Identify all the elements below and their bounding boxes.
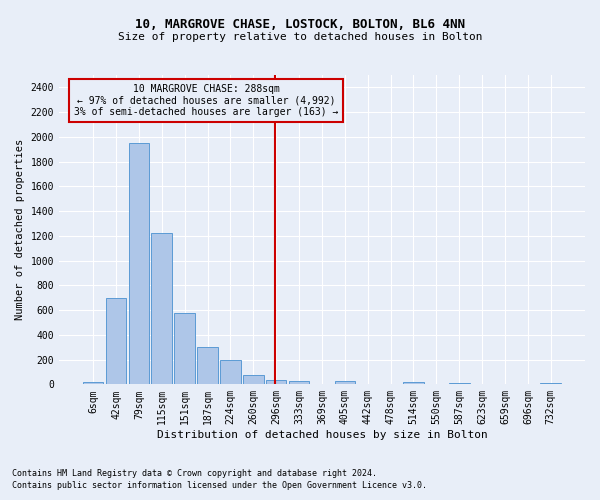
- Bar: [243, 375, 263, 384]
- Text: 10, MARGROVE CHASE, LOSTOCK, BOLTON, BL6 4NN: 10, MARGROVE CHASE, LOSTOCK, BOLTON, BL6…: [135, 18, 465, 30]
- Bar: [403, 382, 424, 384]
- Bar: [151, 233, 172, 384]
- Bar: [266, 380, 286, 384]
- Text: 10 MARGROVE CHASE: 288sqm
← 97% of detached houses are smaller (4,992)
3% of sem: 10 MARGROVE CHASE: 288sqm ← 97% of detac…: [74, 84, 338, 117]
- Bar: [83, 382, 103, 384]
- Text: Size of property relative to detached houses in Bolton: Size of property relative to detached ho…: [118, 32, 482, 42]
- Bar: [175, 313, 195, 384]
- Bar: [449, 383, 470, 384]
- Bar: [541, 383, 561, 384]
- Bar: [128, 143, 149, 384]
- Bar: [289, 380, 310, 384]
- Bar: [220, 360, 241, 384]
- Bar: [197, 346, 218, 385]
- X-axis label: Distribution of detached houses by size in Bolton: Distribution of detached houses by size …: [157, 430, 487, 440]
- Y-axis label: Number of detached properties: Number of detached properties: [15, 139, 25, 320]
- Bar: [106, 298, 127, 384]
- Text: Contains public sector information licensed under the Open Government Licence v3: Contains public sector information licen…: [12, 481, 427, 490]
- Text: Contains HM Land Registry data © Crown copyright and database right 2024.: Contains HM Land Registry data © Crown c…: [12, 468, 377, 477]
- Bar: [335, 380, 355, 384]
